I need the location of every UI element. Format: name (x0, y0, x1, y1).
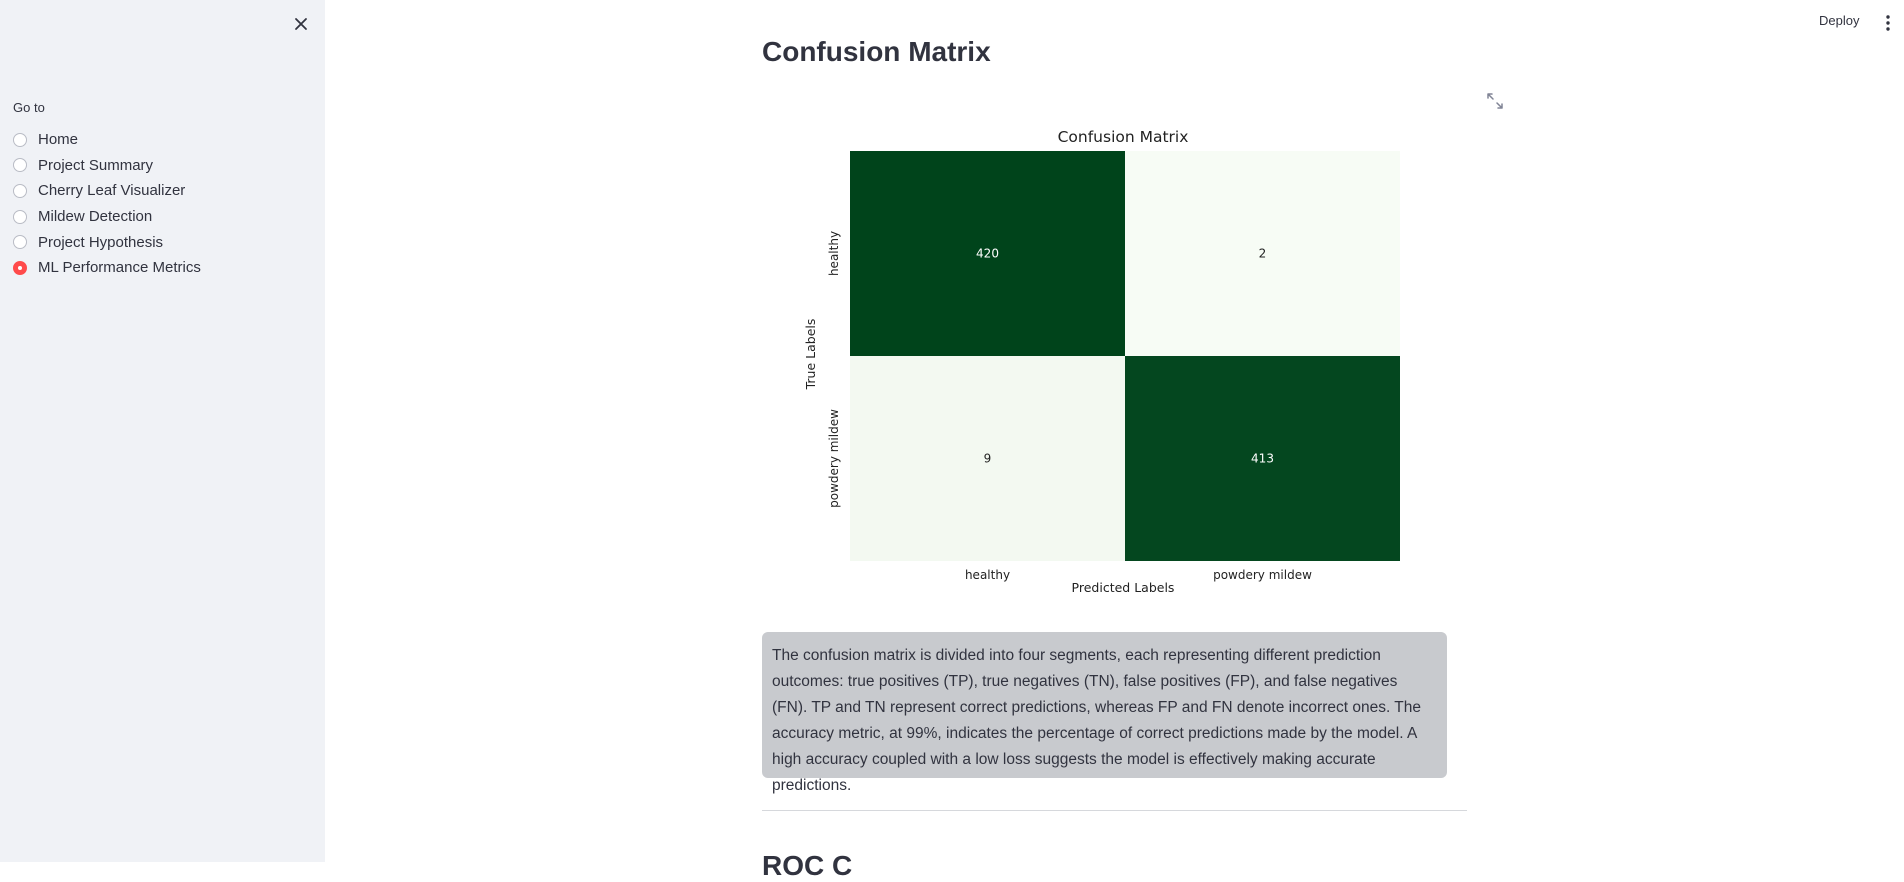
sidebar: Go to Home Project Summary Cherry Leaf V… (0, 0, 325, 862)
nav-radio-group: Home Project Summary Cherry Leaf Visuali… (13, 127, 201, 281)
info-box: The confusion matrix is divided into fou… (762, 632, 1447, 794)
cell-value-label: 9 (984, 452, 992, 466)
y-tick-label: healthy (827, 231, 841, 276)
nav-item-label: Home (38, 131, 79, 149)
chart-title: Confusion Matrix (1058, 128, 1189, 146)
nav-item-label: Project Hypothesis (38, 233, 164, 251)
nav-item-ml-performance-metrics[interactable]: ML Performance Metrics (13, 255, 201, 281)
nav-item-project-summary[interactable]: Project Summary (13, 153, 201, 179)
cell-value-label: 2 (1259, 247, 1267, 261)
cell-value-label: 420 (976, 247, 999, 261)
heatmap-cell (850, 356, 1125, 561)
confusion-matrix-svg: Confusion Matrix 420 2 9 413 healthy powdery… (803, 128, 1400, 595)
nav-item-label: ML Performance Metrics (38, 259, 201, 277)
radio-mildew-detection[interactable] (13, 209, 27, 224)
radio-home[interactable] (13, 132, 27, 147)
cell-value-label: 413 (1251, 452, 1274, 466)
nav-item-mildew-detection[interactable]: Mildew Detection (13, 204, 201, 230)
x-tick-label: healthy (965, 568, 1010, 582)
nav-item-cherry-leaf-visualizer[interactable]: Cherry Leaf Visualizer (13, 178, 201, 204)
section-heading: ROC C (762, 850, 853, 881)
nav-item-label: Project Summary (38, 156, 154, 174)
confusion-matrix-chart: Confusion Matrix 420 2 9 413 healthy powdery… (790, 122, 1430, 607)
close-icon (295, 18, 307, 30)
nav-item-label: Mildew Detection (38, 208, 153, 226)
nav-item-project-hypothesis[interactable]: Project Hypothesis (13, 229, 201, 255)
y-axis-label: True Labels (803, 319, 818, 391)
x-tick-label: powdery mildew (1213, 568, 1312, 582)
vertical-dots-icon[interactable] (1880, 13, 1896, 33)
heatmap-cell (850, 151, 1125, 356)
nav-label: Go to (13, 100, 45, 115)
fullscreen-icon[interactable] (1487, 93, 1503, 109)
y-tick-label: powdery mildew (827, 409, 841, 508)
nav-item-label: Cherry Leaf Visualizer (38, 182, 186, 200)
radio-ml-performance-metrics[interactable] (13, 260, 27, 275)
confusion-matrix-description: The confusion matrix is divided into fou… (772, 647, 1422, 794)
radio-project-summary[interactable] (13, 158, 27, 173)
page-title: Confusion Matrix (762, 36, 991, 67)
radio-cherry-leaf-visualizer[interactable] (13, 183, 27, 198)
nav-item-home[interactable]: Home (13, 127, 201, 153)
deploy-button[interactable]: Deploy (1819, 13, 1860, 28)
divider (762, 810, 1467, 811)
close-sidebar-button[interactable] (290, 13, 312, 35)
x-axis-label: Predicted Labels (1072, 580, 1175, 595)
heatmap-cell (1125, 151, 1400, 356)
heatmap-cell (1125, 356, 1400, 561)
radio-project-hypothesis[interactable] (13, 235, 27, 250)
